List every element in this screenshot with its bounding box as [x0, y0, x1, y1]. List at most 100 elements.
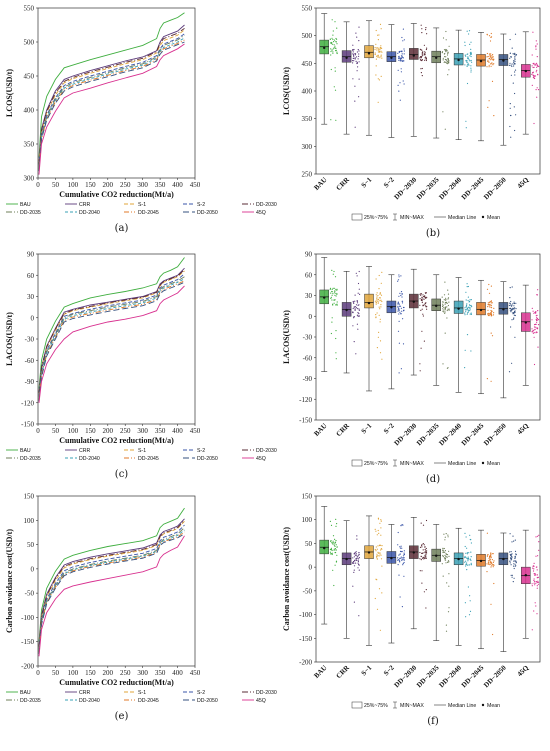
data-point — [379, 352, 382, 354]
data-point — [488, 560, 490, 562]
data-point — [331, 553, 333, 556]
data-point — [375, 278, 377, 280]
series-line-s-2 — [38, 524, 185, 650]
data-point — [534, 77, 536, 80]
data-point — [514, 336, 516, 338]
data-point — [445, 59, 447, 61]
legend-box-label: 25%~75% — [364, 703, 388, 709]
data-point — [514, 58, 516, 61]
data-point — [509, 107, 511, 109]
data-point — [535, 48, 537, 50]
data-point — [398, 303, 400, 305]
data-point — [513, 60, 515, 62]
data-point — [511, 541, 513, 543]
plot-frame — [315, 253, 541, 421]
data-point — [533, 326, 536, 328]
data-point — [444, 332, 446, 334]
data-point — [446, 302, 448, 304]
data-point — [515, 562, 517, 564]
data-point — [335, 551, 337, 554]
data-point — [512, 535, 514, 537]
data-point — [489, 314, 491, 316]
data-point — [487, 561, 489, 564]
data-point — [531, 73, 533, 75]
data-point — [492, 566, 494, 568]
data-point — [532, 310, 534, 312]
data-point — [398, 559, 400, 561]
data-point — [352, 585, 354, 587]
data-point — [510, 300, 512, 303]
data-point — [379, 292, 381, 294]
data-point — [398, 57, 400, 60]
data-point — [442, 304, 444, 307]
data-point — [421, 59, 423, 62]
data-point — [468, 304, 471, 306]
data-point — [467, 299, 469, 302]
data-point — [534, 328, 536, 330]
data-point — [399, 60, 401, 62]
data-point — [470, 542, 472, 544]
data-point — [537, 576, 539, 579]
data-point — [397, 279, 400, 281]
data-point — [399, 82, 401, 84]
data-point — [330, 297, 332, 299]
data-point — [532, 567, 534, 569]
data-point — [422, 305, 424, 307]
data-point — [513, 540, 515, 542]
data-point — [509, 310, 511, 312]
legend-label: DD-2045 — [138, 698, 159, 704]
data-point — [424, 52, 426, 54]
mean-marker — [435, 554, 438, 557]
data-point — [376, 299, 378, 301]
data-point — [400, 525, 402, 527]
data-point — [353, 55, 355, 57]
box-iqr — [453, 300, 464, 314]
data-point — [356, 302, 359, 304]
y-tick-label: 550 — [24, 5, 35, 13]
y-tick-label: 450 — [302, 60, 313, 68]
data-point — [400, 50, 402, 53]
data-point — [422, 556, 424, 559]
data-point — [491, 62, 493, 64]
data-point — [424, 554, 426, 556]
data-point — [532, 330, 534, 332]
data-point — [469, 60, 471, 62]
data-point — [376, 555, 378, 557]
data-point — [535, 605, 537, 607]
data-point — [509, 551, 511, 553]
data-point — [397, 52, 399, 55]
data-point — [510, 564, 512, 566]
data-point — [443, 533, 445, 535]
data-point — [487, 59, 489, 61]
legend-median-label: Median Line — [448, 703, 476, 709]
data-point — [442, 363, 444, 365]
data-point — [374, 53, 376, 55]
legend-mean-label: Mean — [487, 215, 500, 221]
data-point — [537, 583, 540, 585]
data-point — [334, 45, 336, 47]
data-point — [378, 34, 380, 36]
panel-label: (c) — [115, 469, 129, 480]
data-point — [419, 298, 421, 300]
data-point — [465, 616, 467, 618]
x-axis-label: Cumulative CO2 reduction(Mt/a) — [59, 436, 174, 445]
data-point — [375, 43, 377, 45]
data-point — [492, 553, 494, 555]
data-point — [380, 55, 382, 58]
data-point — [531, 585, 533, 587]
data-point — [468, 552, 470, 554]
data-point — [375, 301, 377, 303]
data-point — [380, 47, 382, 49]
data-point — [510, 114, 512, 117]
y-tick-label: 90 — [27, 251, 35, 259]
data-point — [537, 74, 539, 76]
legend-label: S-1 — [138, 448, 146, 454]
data-point — [399, 546, 401, 548]
data-point — [510, 304, 512, 306]
data-point — [488, 312, 490, 314]
category-label: DD−2030 — [393, 421, 419, 447]
data-point — [420, 555, 422, 558]
data-point — [535, 40, 537, 42]
data-point — [469, 600, 471, 602]
